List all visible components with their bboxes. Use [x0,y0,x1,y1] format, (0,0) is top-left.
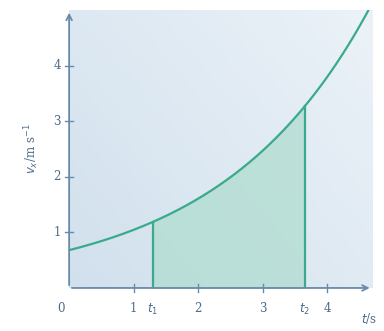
Text: 2: 2 [53,170,61,183]
Text: 1: 1 [130,302,137,315]
Text: $v_x$/m s$^{-1}$: $v_x$/m s$^{-1}$ [22,124,41,174]
Text: 4: 4 [53,59,61,72]
Text: 3: 3 [259,302,266,315]
Text: 2: 2 [195,302,202,315]
Text: $t_1$: $t_1$ [147,302,159,317]
Text: $t_2$: $t_2$ [299,302,310,317]
Text: $t$/s: $t$/s [361,311,377,326]
Text: 1: 1 [53,226,61,239]
Text: 3: 3 [53,115,61,128]
Text: 4: 4 [324,302,331,315]
Text: 0: 0 [57,302,65,315]
